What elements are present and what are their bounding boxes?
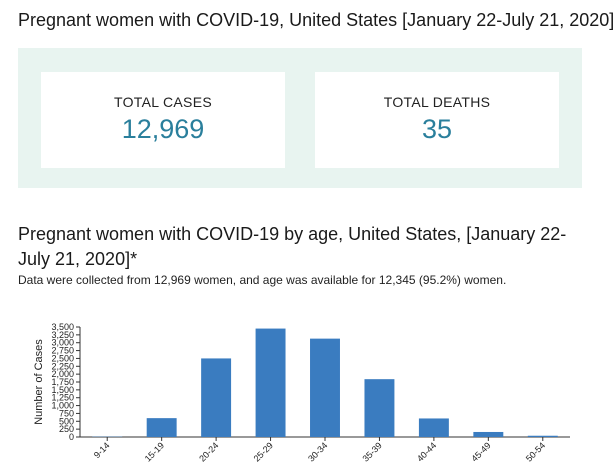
- x-tick-label: 25-29: [252, 440, 275, 463]
- bar-40-44: [418, 418, 449, 437]
- y-tick-label: 3,500: [51, 322, 74, 332]
- section-title: Pregnant women with COVID-19 by age, Uni…: [18, 224, 567, 269]
- bar-20-24: [201, 358, 232, 437]
- x-tick-label: 35-39: [361, 440, 384, 463]
- y-tick-label: 3,250: [51, 330, 74, 340]
- bar-25-29: [255, 328, 286, 437]
- y-tick-label: 1,000: [51, 401, 74, 411]
- total-cases-label: TOTAL CASES: [114, 94, 212, 110]
- y-tick-label: 0: [69, 432, 74, 442]
- y-tick-label: 2,250: [51, 361, 74, 371]
- total-cases-card: TOTAL CASES 12,969: [41, 72, 285, 168]
- total-deaths-value: 35: [421, 114, 453, 144]
- bar-50-54: [527, 435, 558, 437]
- y-tick-label: 750: [59, 408, 74, 418]
- y-tick-label: 1,250: [51, 393, 74, 403]
- total-cases-value: 12,969: [121, 114, 205, 144]
- x-tick-label: 15-19: [143, 440, 166, 463]
- x-tick-label: 50-54: [524, 440, 547, 463]
- x-tick-label: 30-34: [306, 440, 329, 463]
- y-tick-label: 3,000: [51, 338, 74, 348]
- bar-15-19: [146, 418, 177, 437]
- x-tick-label: 20-24: [197, 440, 220, 463]
- y-tick-label: 2,750: [51, 346, 74, 356]
- y-tick-label: 1,750: [51, 377, 74, 387]
- bar-35-39: [364, 379, 395, 437]
- total-deaths-card: TOTAL DEATHS 35: [315, 72, 559, 168]
- data-note: Data were collected from 12,969 women, a…: [18, 273, 507, 287]
- bar-30-34: [310, 338, 340, 437]
- y-tick-label: 1,500: [51, 385, 74, 395]
- x-tick-label: 40-44: [415, 440, 438, 463]
- x-tick-label: 9-14: [92, 440, 112, 460]
- page-title: Pregnant women with COVID-19, United Sta…: [18, 10, 615, 30]
- summary-panel: TOTAL CASES 12,969 TOTAL DEATHS 35: [18, 48, 582, 188]
- total-deaths-label: TOTAL DEATHS: [383, 94, 491, 110]
- x-tick-label: 45-49: [469, 440, 492, 463]
- y-tick-label: 2,000: [51, 369, 74, 379]
- y-tick-label: 500: [59, 416, 74, 426]
- bar-45-49: [473, 431, 504, 437]
- y-axis-label: Number of Cases: [33, 339, 45, 425]
- y-tick-label: 250: [59, 424, 74, 434]
- age-bar-chart: 02505007501,0001,2501,5001,7502,0002,250…: [33, 322, 570, 464]
- y-tick-label: 2,500: [51, 353, 74, 363]
